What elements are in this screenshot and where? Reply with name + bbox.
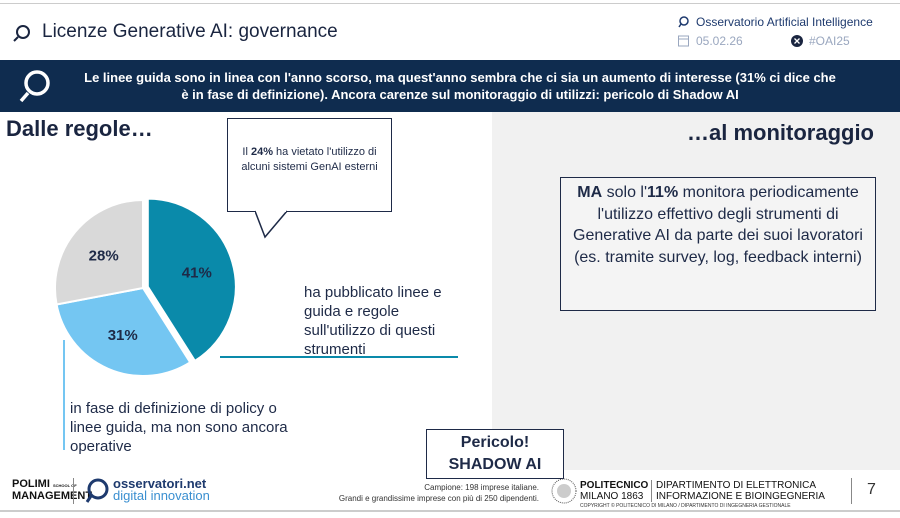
callout-pre: Il [242, 146, 251, 158]
right-heading: …al monitoraggio [687, 120, 874, 145]
callout-bold: 24% [250, 146, 273, 158]
hashtag: #OAI25 [809, 34, 850, 48]
digital-innovation: digital innovation [113, 488, 210, 503]
callout-pointer [255, 210, 288, 239]
politecnico-name: POLITECNICO MILANO 1863 [580, 480, 649, 502]
pie-chart: 41% 31% 28% [54, 197, 458, 450]
callout-post: ha vietato l'utilizzo di alcuni sistemi … [241, 146, 378, 173]
page-number: 7 [867, 481, 876, 498]
copyright: COPYRIGHT © POLITECNICO DI MILANO / DIPA… [580, 503, 791, 509]
warning-line1: Pericolo! [460, 434, 530, 451]
banner-text: Le linee guida sono in linea con l'anno … [84, 70, 836, 102]
observatory-name: Osservatorio Artificial Intelligence [696, 15, 873, 29]
calendar-icon [678, 35, 689, 47]
department-name: DIPARTIMENTO DI ELETTRONICA INFORMAZIONE … [651, 480, 825, 502]
summary-banner: Le linee guida sono in linea con l'anno … [0, 60, 900, 112]
box-text-2: monitora periodicamente l'utilizzo effet… [573, 184, 863, 266]
box-bold-ma: MA [577, 184, 603, 201]
top-divider [0, 3, 900, 4]
sample-note-1: Campione: 198 imprese italiane. [424, 483, 539, 492]
date: 05.02.26 [696, 34, 743, 48]
note-published: ha pubblicato linee e guida e regole sul… [304, 284, 442, 358]
sample-note-2: Grandi e grandissime imprese con più di … [338, 494, 539, 503]
x-social-icon [791, 35, 803, 47]
magnifier-logo-icon [13, 25, 30, 42]
slice-other [54, 198, 144, 306]
page-title: Licenze Generative AI: governance [42, 21, 338, 42]
page-divider [851, 478, 852, 504]
callout-box: Il 24% ha vietato l'utilizzo di alcuni s… [227, 118, 392, 212]
monitoring-box: MA solo l'11% monitora periodicamente l'… [560, 177, 876, 311]
observatory-icon [678, 16, 689, 28]
politecnico-seal-icon [551, 478, 577, 504]
slice-label: 31% [108, 327, 138, 344]
slice-label: 28% [89, 247, 119, 264]
slice-definition [55, 286, 192, 377]
left-heading: Dalle regole… [6, 116, 153, 141]
slice-label: 41% [182, 264, 212, 281]
note-definition: in fase di definizione di policy o linee… [70, 400, 288, 455]
polimi-logo: POLIMI SCHOOL OF MANAGEMENT [12, 478, 93, 502]
shadow-ai-warning: Pericolo! SHADOW AI [426, 429, 564, 479]
magnifier-icon [19, 70, 50, 103]
footer-divider [73, 478, 74, 504]
osservatori-logo-icon [85, 478, 109, 503]
box-text-1: solo l' [602, 184, 648, 201]
slice-published [146, 197, 237, 363]
bottom-divider [0, 510, 900, 512]
warning-line2: SHADOW AI [448, 456, 542, 473]
box-bold-pct: 11% [647, 184, 679, 201]
osservatori-brand: osservatori.net [113, 476, 207, 491]
